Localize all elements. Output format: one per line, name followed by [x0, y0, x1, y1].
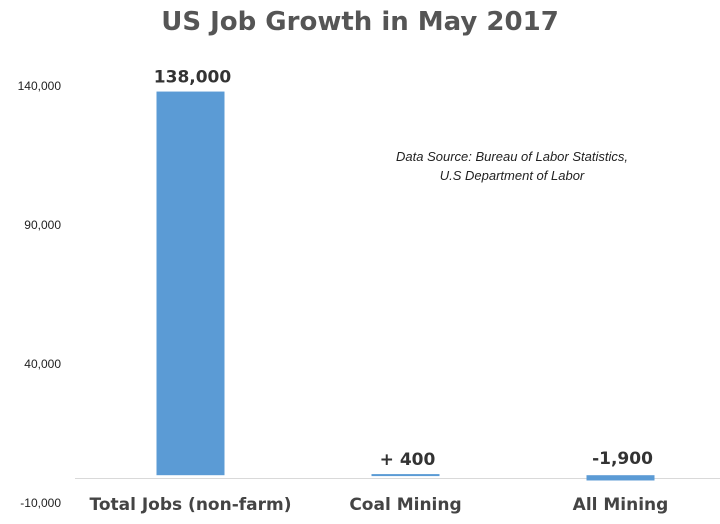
data-labels-group: 138,000 + 400 -1,900	[154, 68, 653, 471]
y-tick-label: 40,000	[24, 357, 61, 371]
data-label: 138,000	[154, 68, 232, 88]
source-annotation-line1: Data Source: Bureau of Labor Statistics,	[396, 149, 628, 164]
y-axis-ticks: -10,000 40,000 90,000 140,000	[18, 79, 62, 510]
x-tick-label: Coal Mining	[349, 495, 461, 515]
x-tick-label: Total Jobs (non-farm)	[89, 495, 291, 515]
y-tick-label: 140,000	[18, 79, 62, 93]
data-label: + 400	[380, 450, 436, 470]
chart-title: US Job Growth in May 2017	[161, 7, 559, 37]
x-axis-ticks: Total Jobs (non-farm) Coal Mining All Mini…	[89, 495, 668, 515]
data-label: -1,900	[592, 449, 653, 469]
bars-group	[156, 91, 655, 481]
y-tick-label: -10,000	[20, 496, 61, 510]
bar	[156, 91, 225, 476]
source-annotation-line2: U.S Department of Labor	[440, 168, 585, 183]
source-annotation: Data Source: Bureau of Labor Statistics,…	[396, 149, 628, 183]
bar	[586, 475, 655, 481]
y-tick-label: 90,000	[24, 218, 61, 232]
x-tick-label: All Mining	[573, 495, 669, 515]
bar	[371, 474, 440, 477]
